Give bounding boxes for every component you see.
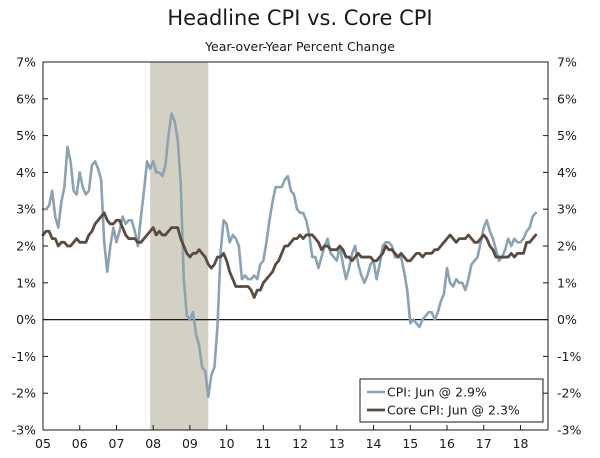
legend-label-cpi: CPI: Jun @ 2.9% [387,385,487,400]
y-tick-label-left: -3% [12,423,36,438]
recession-shading-layer [150,62,209,430]
y-tick-label-right: -1% [557,349,581,364]
x-tick-label: 12 [292,436,308,451]
y-tick-label-left: 0% [16,312,36,327]
y-tick-label-left: -2% [12,386,36,401]
y-tick-label-left: 2% [16,239,36,254]
x-tick-label: 13 [329,436,345,451]
x-tick-label: 15 [402,436,418,451]
y-tick-label-right: -2% [557,386,581,401]
tick-labels-layer: 7% 7% 6% 6% 5% 5% 4% 4% 3% 3% 2% 2% 1% 1% 0% 0% -1% -1% -2… [12,55,582,452]
y-tick-label-right: 0% [557,312,577,327]
series-line-cpi [41,112,538,399]
y-tick-label-left: 6% [16,91,36,106]
x-tick-label: 16 [439,436,455,451]
y-tick-label-right: 1% [557,275,577,290]
y-tick-label-right: 5% [557,128,577,143]
x-tick-label: 14 [366,436,382,451]
series-layer [41,112,538,399]
y-tick-label-right: 3% [557,202,577,217]
y-tick-label-right: 4% [557,165,577,180]
y-tick-label-left: 1% [16,275,36,290]
y-tick-label-right: 7% [557,55,577,70]
x-tick-label: 05 [35,436,51,451]
plot-area-frame [42,61,549,431]
y-tick-label-right: -3% [557,423,581,438]
axis-ticks-layer [42,61,548,431]
x-tick-label: 11 [255,436,271,451]
x-tick-label: 09 [182,436,198,451]
y-tick-label-left: 3% [16,202,36,217]
legend-box [359,378,544,423]
x-tick-label: 08 [145,436,161,451]
x-tick-label: 07 [109,436,125,451]
chart-title: Headline CPI vs. Core CPI [167,6,433,30]
y-tick-label-right: 2% [557,239,577,254]
x-tick-label: 17 [476,436,492,451]
y-tick-label-left: 5% [16,128,36,143]
x-tick-label: 06 [72,436,88,451]
chart-subtitle: Year-over-Year Percent Change [205,39,395,54]
x-tick-label: 18 [513,436,529,451]
y-tick-label-right: 6% [557,91,577,106]
legend: CPI: Jun @ 2.9% Core CPI: Jun @ 2.3% [359,378,544,423]
x-tick-label: 10 [219,436,235,451]
legend-label-core-cpi: Core CPI: Jun @ 2.3% [387,403,520,418]
y-tick-label-left: 7% [16,55,36,70]
series-line-core-cpi [41,211,538,299]
y-tick-label-left: 4% [16,165,36,180]
y-tick-label-left: -1% [12,349,36,364]
recession-shading [150,62,209,430]
